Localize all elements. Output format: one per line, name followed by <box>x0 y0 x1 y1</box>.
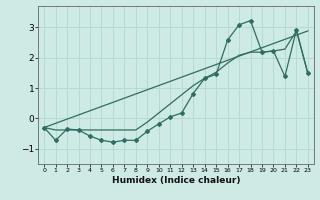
X-axis label: Humidex (Indice chaleur): Humidex (Indice chaleur) <box>112 176 240 185</box>
